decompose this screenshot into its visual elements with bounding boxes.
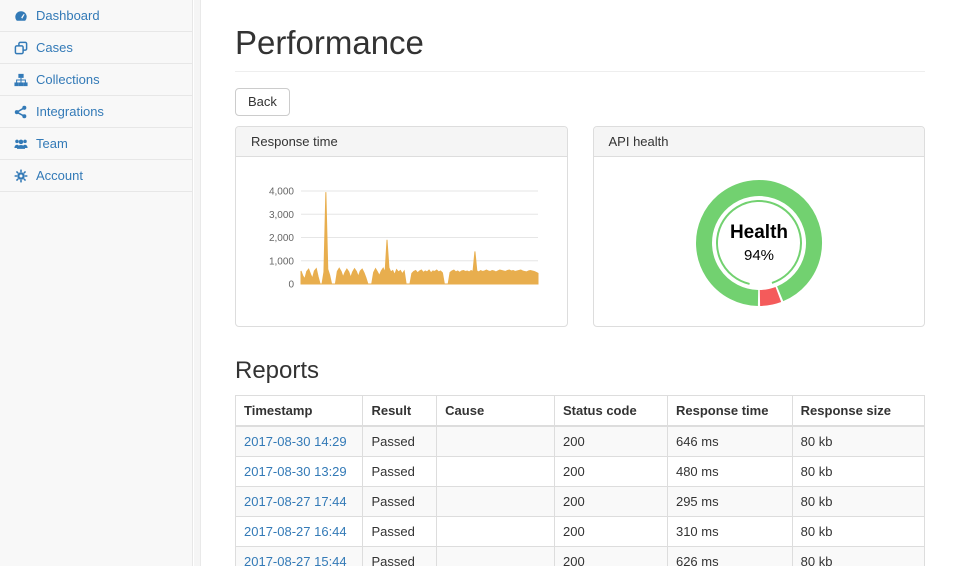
column-header-response-time: Response time <box>666 394 793 427</box>
report-cell-result: Passed <box>362 545 438 566</box>
column-header-timestamp: Timestamp <box>234 394 364 427</box>
report-timestamp-link[interactable]: 2017-08-27 15:44 <box>244 553 347 566</box>
report-cell-response-size: 80 kb <box>791 455 926 487</box>
report-row: 2017-08-30 13:29 Passed 200 480 ms 80 kb <box>234 455 926 487</box>
reports-table-header-row: Timestamp Result Cause Status code Respo… <box>234 394 926 427</box>
report-cell-timestamp: 2017-08-30 13:29 <box>234 455 364 487</box>
sidebar-item-label: Integrations <box>36 104 104 119</box>
report-cell-response-time: 646 ms <box>666 425 793 457</box>
api-health-panel-title: API health <box>593 126 924 157</box>
column-header-status-code: Status code <box>553 394 668 427</box>
report-timestamp-link[interactable]: 2017-08-30 14:29 <box>244 433 347 449</box>
sidebar-item-integrations[interactable]: Integrations <box>0 96 192 128</box>
report-row: 2017-08-27 17:44 Passed 200 295 ms 80 kb <box>234 485 926 517</box>
sidebar-item-team[interactable]: Team <box>0 128 192 160</box>
sidebar: Dashboard Cases Collections Integrations <box>0 0 193 566</box>
report-cell-response-time: 295 ms <box>666 485 793 517</box>
sidebar-item-account[interactable]: Account <box>0 160 192 192</box>
report-cell-result: Passed <box>362 515 438 547</box>
back-button[interactable]: Back <box>235 87 290 116</box>
y-axis-tick-label: 1,000 <box>269 256 294 267</box>
donut-slice-health[interactable] <box>695 179 822 306</box>
column-header-response-size: Response size <box>791 394 926 427</box>
response-time-chart-body: 0 1,000 2,000 3,000 4,000 <box>236 157 567 326</box>
reports-title: Reports <box>235 356 320 384</box>
sidebar-item-label: Cases <box>36 40 73 55</box>
y-axis-tick-label: 4,000 <box>269 186 294 197</box>
report-cell-timestamp: 2017-08-27 16:44 <box>234 515 364 547</box>
users-icon <box>14 139 28 149</box>
tachometer-icon <box>15 10 27 21</box>
report-cell-status-code: 200 <box>553 545 668 566</box>
report-cell-response-time: 480 ms <box>666 455 793 487</box>
report-timestamp-link[interactable]: 2017-08-27 17:44 <box>244 493 347 509</box>
report-cell-status-code: 200 <box>553 485 668 517</box>
report-row: 2017-08-27 16:44 Passed 200 310 ms 80 kb <box>234 515 926 547</box>
sidebar-divider <box>194 0 201 566</box>
reports-table: Timestamp Result Cause Status code Respo… <box>234 394 926 566</box>
sidebar-item-label: Team <box>36 136 68 151</box>
report-row: 2017-08-30 14:29 Passed 200 646 ms 80 kb <box>234 425 926 457</box>
clone-icon <box>14 41 28 54</box>
report-cell-response-size: 80 kb <box>791 515 926 547</box>
response-time-area-series <box>300 191 539 285</box>
main-content: Performance Back Response time 0 1,000 2,0… <box>202 25 960 566</box>
health-center-value: 94% <box>743 247 773 264</box>
health-center-label: Health <box>729 222 787 243</box>
page-title: Performance <box>235 25 925 72</box>
report-cell-cause <box>436 545 555 566</box>
report-cell-cause <box>436 485 555 517</box>
report-row: 2017-08-27 15:44 Passed 200 626 ms 80 kb <box>234 545 926 566</box>
report-cell-status-code: 200 <box>553 515 668 547</box>
y-axis-tick-label: 3,000 <box>269 209 294 220</box>
report-cell-timestamp: 2017-08-27 17:44 <box>234 485 364 517</box>
report-cell-result: Passed <box>362 485 438 517</box>
charts-row: Response time 0 1,000 2,000 3,000 4,000 API … <box>235 125 925 327</box>
y-axis-tick-label: 2,000 <box>269 233 294 244</box>
api-health-chart-body: Health 94% <box>594 157 925 326</box>
report-cell-cause <box>436 515 555 547</box>
sidebar-item-label: Collections <box>36 72 100 87</box>
gear-icon <box>14 169 28 182</box>
response-time-area-chart[interactable]: 0 1,000 2,000 3,000 4,000 <box>236 157 567 326</box>
report-cell-cause <box>436 425 555 457</box>
response-time-panel: Response time 0 1,000 2,000 3,000 4,000 <box>235 125 568 327</box>
api-health-panel: API health Health 94% <box>592 125 925 327</box>
sidebar-item-label: Dashboard <box>36 8 100 23</box>
report-timestamp-link[interactable]: 2017-08-30 13:29 <box>244 463 347 479</box>
report-timestamp-link[interactable]: 2017-08-27 16:44 <box>244 523 347 539</box>
report-cell-response-time: 310 ms <box>666 515 793 547</box>
sitemap-icon <box>14 73 28 86</box>
report-cell-response-size: 80 kb <box>791 545 926 566</box>
report-cell-response-size: 80 kb <box>791 425 926 457</box>
share-icon <box>14 105 27 118</box>
column-header-result: Result <box>362 394 438 427</box>
report-cell-timestamp: 2017-08-27 15:44 <box>234 545 364 566</box>
donut-slice-unhealthy[interactable] <box>758 286 781 306</box>
report-cell-result: Passed <box>362 455 438 487</box>
donut-inner-ring <box>715 199 802 285</box>
report-cell-timestamp: 2017-08-30 14:29 <box>234 425 364 457</box>
sidebar-item-dashboard[interactable]: Dashboard <box>0 0 192 32</box>
report-cell-status-code: 200 <box>553 455 668 487</box>
report-cell-result: Passed <box>362 425 438 457</box>
report-cell-status-code: 200 <box>553 425 668 457</box>
api-health-donut-chart[interactable]: Health 94% <box>594 157 924 326</box>
sidebar-item-collections[interactable]: Collections <box>0 64 192 96</box>
response-time-panel-title: Response time <box>236 126 567 157</box>
report-cell-cause <box>436 455 555 487</box>
sidebar-item-cases[interactable]: Cases <box>0 32 192 64</box>
column-header-cause: Cause <box>436 394 555 427</box>
sidebar-item-label: Account <box>36 168 83 183</box>
report-cell-response-time: 626 ms <box>666 545 793 566</box>
report-cell-response-size: 80 kb <box>791 485 926 517</box>
y-axis-tick-label: 0 <box>288 279 294 290</box>
